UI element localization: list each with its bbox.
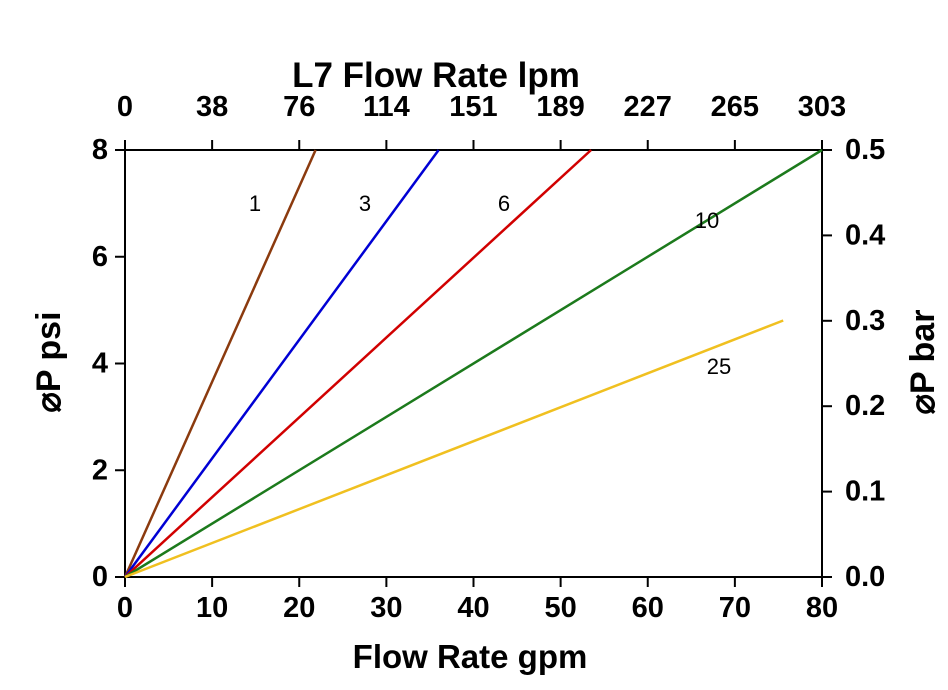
svg-text:80: 80 — [806, 592, 838, 624]
svg-text:3: 3 — [359, 191, 371, 216]
svg-text:2: 2 — [92, 454, 108, 486]
svg-text:4: 4 — [92, 348, 108, 380]
svg-text:50: 50 — [544, 592, 576, 624]
svg-text:6: 6 — [92, 241, 108, 273]
svg-text:151: 151 — [449, 91, 497, 123]
svg-text:0.1: 0.1 — [845, 476, 885, 508]
svg-text:0.3: 0.3 — [845, 305, 885, 337]
svg-text:1: 1 — [249, 191, 261, 216]
svg-text:38: 38 — [196, 91, 228, 123]
svg-text:0: 0 — [117, 592, 133, 624]
svg-text:0.0: 0.0 — [845, 561, 885, 593]
svg-text:20: 20 — [283, 592, 315, 624]
svg-text:30: 30 — [370, 592, 402, 624]
svg-text:40: 40 — [457, 592, 489, 624]
svg-text:189: 189 — [536, 91, 584, 123]
svg-text:8: 8 — [92, 134, 108, 166]
svg-text:10: 10 — [695, 208, 719, 233]
svg-text:0: 0 — [92, 561, 108, 593]
svg-text:76: 76 — [283, 91, 315, 123]
svg-text:25: 25 — [707, 354, 731, 379]
svg-text:6: 6 — [498, 191, 510, 216]
svg-text:0.4: 0.4 — [845, 219, 885, 251]
svg-text:L7 Flow Rate lpm: L7 Flow Rate lpm — [292, 56, 580, 95]
svg-text:0: 0 — [117, 91, 133, 123]
svg-text:227: 227 — [624, 91, 672, 123]
svg-text:303: 303 — [798, 91, 846, 123]
svg-text:265: 265 — [711, 91, 759, 123]
svg-text:0.2: 0.2 — [845, 390, 885, 422]
svg-text:60: 60 — [632, 592, 664, 624]
svg-text:⌀P bar: ⌀P bar — [904, 310, 942, 415]
svg-text:70: 70 — [719, 592, 751, 624]
svg-text:Flow Rate gpm: Flow Rate gpm — [353, 638, 588, 675]
svg-text:10: 10 — [196, 592, 228, 624]
svg-text:0.5: 0.5 — [845, 134, 885, 166]
svg-text:114: 114 — [363, 91, 410, 123]
svg-text:⌀P psi: ⌀P psi — [30, 311, 68, 412]
